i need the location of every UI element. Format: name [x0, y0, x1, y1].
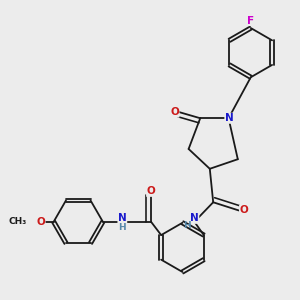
Text: H: H: [118, 224, 126, 232]
Text: CH₃: CH₃: [9, 217, 27, 226]
Text: H: H: [183, 221, 191, 230]
Text: N: N: [190, 213, 199, 223]
Text: O: O: [36, 217, 45, 227]
Text: O: O: [170, 107, 179, 117]
Text: O: O: [147, 186, 155, 196]
Text: N: N: [225, 113, 234, 123]
Text: F: F: [247, 16, 254, 26]
Text: O: O: [240, 206, 248, 215]
Text: N: N: [118, 213, 127, 223]
